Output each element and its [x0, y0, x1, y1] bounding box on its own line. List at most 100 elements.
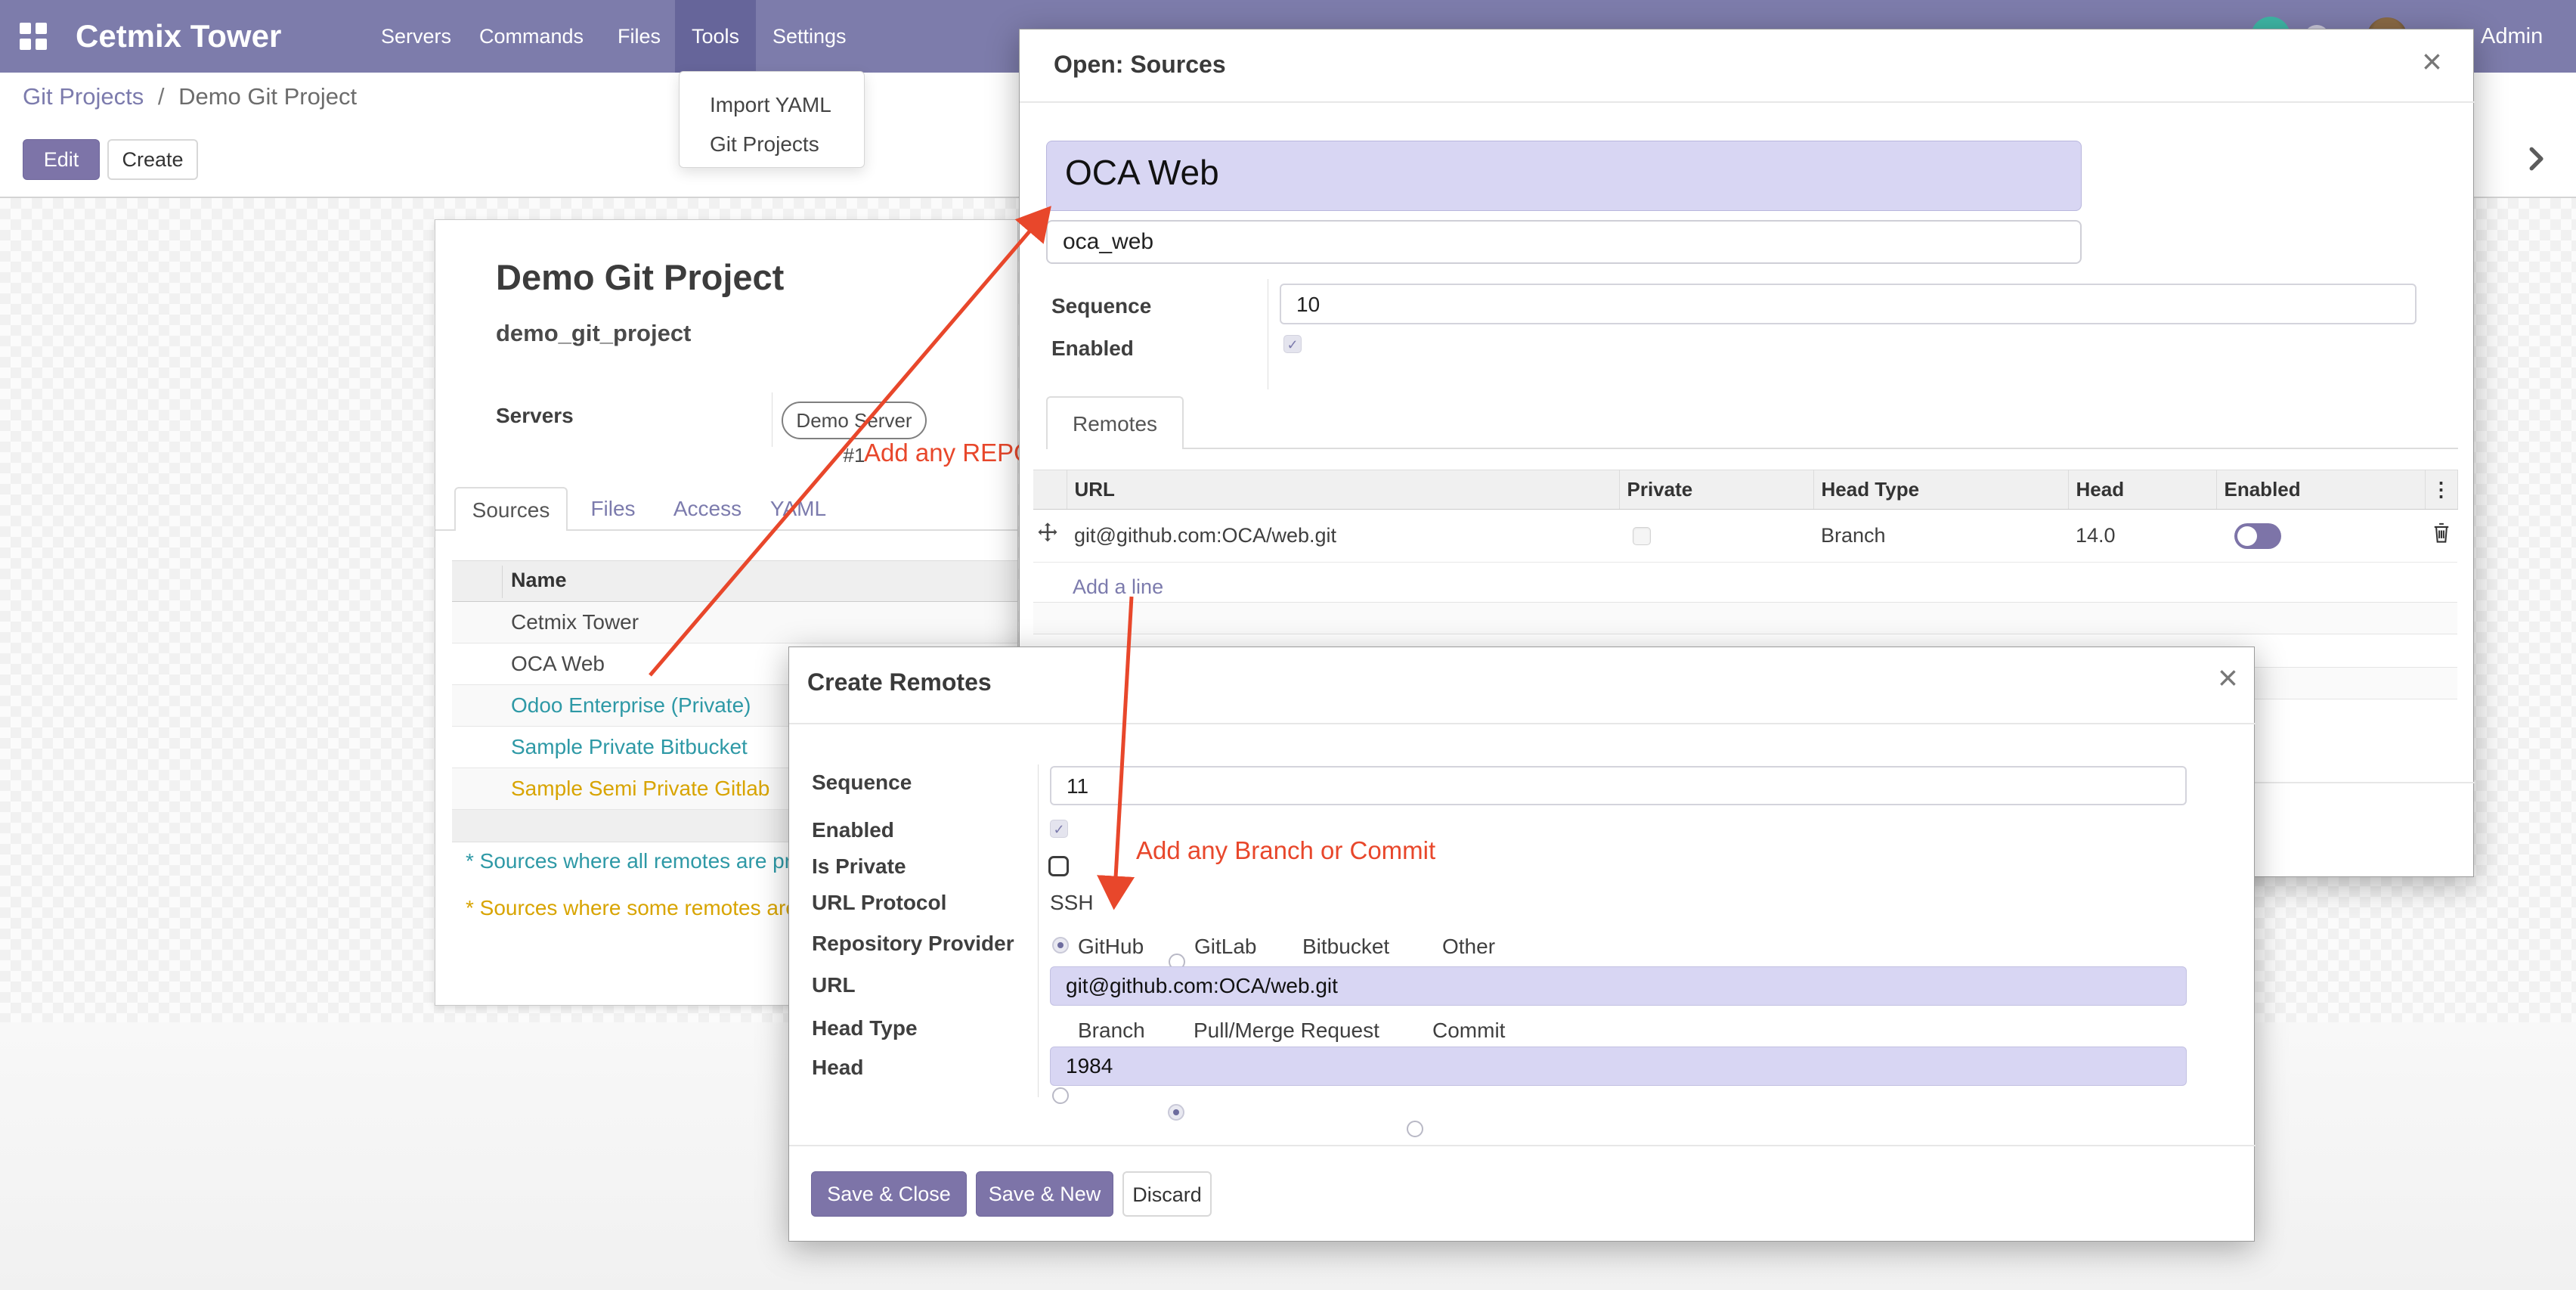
empty-table-stripe — [1033, 602, 2457, 634]
url-protocol-value[interactable]: SSH — [1050, 891, 1094, 914]
sequence-input[interactable]: 11 — [1050, 766, 2187, 805]
radio-github[interactable] — [1052, 937, 1069, 954]
nav-item-files[interactable]: Files — [618, 25, 661, 48]
save-and-new-button[interactable]: Save & New — [976, 1171, 1113, 1217]
tab-access[interactable]: Access — [673, 497, 742, 520]
column-header-url[interactable]: URL — [1067, 470, 1620, 510]
project-code: demo_git_project — [496, 320, 692, 346]
brand-title[interactable]: Cetmix Tower — [76, 18, 282, 54]
modal-header-divider — [1020, 101, 2475, 103]
head-input[interactable]: 1984 — [1050, 1047, 2187, 1086]
save-and-close-button[interactable]: Save & Close — [811, 1171, 967, 1217]
enabled-checkbox[interactable]: ✓ — [1050, 820, 1068, 838]
tools-dropdown-menu: Import YAML Git Projects — [679, 71, 865, 168]
is-private-checkbox[interactable] — [1048, 856, 1069, 876]
table-row[interactable]: OCA Web — [452, 643, 1017, 685]
sources-table-header: Name — [452, 560, 1017, 602]
radio-pull-merge-request[interactable] — [1168, 1104, 1184, 1121]
create-remotes-modal: Create Remotes × Sequence Enabled Is Pri… — [788, 647, 2256, 1242]
url-input[interactable]: git@github.com:OCA/web.git — [1050, 966, 2187, 1006]
radio-github-label[interactable]: GitHub — [1078, 935, 1144, 958]
field-separator — [1038, 764, 1039, 1097]
column-separator — [502, 566, 503, 598]
radio-other-label[interactable]: Other — [1442, 935, 1496, 958]
add-a-line-link[interactable]: Add a line — [1073, 575, 1164, 598]
nav-item-settings[interactable]: Settings — [772, 25, 847, 48]
create-button[interactable]: Create — [107, 139, 198, 180]
discard-button[interactable]: Discard — [1122, 1171, 1212, 1217]
apps-grid-icon[interactable] — [20, 23, 47, 50]
remotes-header-row: URL Private Head Type Head Enabled ⋮ — [1033, 470, 2458, 510]
breadcrumb-git-projects[interactable]: Git Projects — [23, 83, 144, 110]
source-name[interactable]: Sample Private Bitbucket — [511, 735, 748, 758]
trash-icon[interactable] — [2431, 522, 2452, 544]
project-title: Demo Git Project — [496, 257, 785, 297]
radio-pull-merge-request-label[interactable]: Pull/Merge Request — [1194, 1019, 1379, 1042]
source-name[interactable]: OCA Web — [511, 652, 605, 675]
enabled-label: Enabled — [812, 818, 894, 842]
menu-item-import-yaml[interactable]: Import YAML — [710, 93, 831, 116]
modal-footer-divider — [789, 1145, 2256, 1146]
source-name[interactable]: Odoo Enterprise (Private) — [511, 693, 751, 717]
nav-item-servers[interactable]: Servers — [381, 25, 452, 48]
enabled-toggle[interactable] — [2234, 523, 2281, 549]
enabled-label: Enabled — [1051, 336, 1134, 360]
tab-sources[interactable]: Sources — [454, 487, 568, 531]
column-header-private[interactable]: Private — [1619, 470, 1814, 510]
remote-enabled-cell — [2216, 509, 2425, 563]
tab-bar-line — [1046, 448, 2458, 449]
radio-branch-label[interactable]: Branch — [1078, 1019, 1145, 1042]
repository-provider-label: Repository Provider — [812, 932, 1014, 955]
radio-bitbucket-label[interactable]: Bitbucket — [1302, 935, 1390, 958]
column-header-enabled[interactable]: Enabled — [2216, 470, 2426, 510]
source-name-input[interactable]: OCA Web — [1046, 141, 2082, 211]
radio-commit-label[interactable]: Commit — [1432, 1019, 1506, 1042]
remote-row: git@github.com:OCA/web.git Branch 14.0 — [1033, 509, 2457, 563]
edit-button[interactable]: Edit — [23, 139, 100, 180]
radio-branch[interactable] — [1052, 1087, 1069, 1104]
chevron-right-icon[interactable] — [2521, 144, 2550, 173]
tab-yaml[interactable]: YAML — [769, 497, 827, 520]
user-menu-label[interactable]: Admin — [2481, 24, 2543, 48]
tab-remotes[interactable]: Remotes — [1046, 396, 1184, 449]
drag-handle-icon[interactable] — [1033, 509, 1067, 563]
nav-item-tools[interactable]: Tools — [675, 0, 756, 73]
breadcrumb-current: Demo Git Project — [178, 83, 358, 110]
remote-head-cell[interactable]: 14.0 — [2068, 509, 2216, 563]
nav-item-commands[interactable]: Commands — [479, 25, 584, 48]
server-tag[interactable]: Demo Server #1 — [782, 402, 927, 467]
remote-url-cell[interactable]: git@github.com:OCA/web.git — [1067, 509, 1619, 563]
sequence-input[interactable]: 10 — [1280, 284, 2417, 324]
source-code-input[interactable]: oca_web — [1046, 220, 2082, 264]
private-checkbox[interactable] — [1633, 526, 1651, 545]
remotes-table: URL Private Head Type Head Enabled ⋮ git… — [1033, 470, 2458, 563]
menu-item-git-projects[interactable]: Git Projects — [710, 132, 819, 156]
table-row[interactable]: Sample Private Bitbucket — [452, 727, 1017, 768]
radio-gitlab-label[interactable]: GitLab — [1194, 935, 1257, 958]
kebab-icon[interactable]: ⋮ — [2425, 470, 2458, 510]
radio-commit[interactable] — [1407, 1121, 1423, 1137]
close-icon[interactable]: × — [2218, 658, 2238, 697]
enabled-checkbox[interactable]: ✓ — [1283, 335, 1302, 353]
modal-title: Create Remotes — [807, 668, 992, 696]
column-header-head[interactable]: Head — [2068, 470, 2217, 510]
breadcrumb: Git Projects / Demo Git Project — [23, 83, 357, 110]
remote-head-type-cell[interactable]: Branch — [1813, 509, 2068, 563]
close-icon[interactable]: × — [2422, 42, 2442, 81]
tab-files[interactable]: Files — [590, 497, 636, 520]
url-label: URL — [812, 973, 856, 997]
annotation-add-any-repo: Add any REPO — [864, 439, 1033, 467]
sequence-label: Sequence — [1051, 294, 1152, 318]
modal-title: Open: Sources — [1054, 51, 1226, 78]
source-name[interactable]: Sample Semi Private Gitlab — [511, 777, 770, 800]
footnote-private-sources: * Sources where all remotes are pri — [466, 849, 797, 873]
is-private-label: Is Private — [812, 854, 906, 878]
modal-header-divider — [789, 723, 2256, 724]
delete-cell — [2425, 509, 2457, 563]
column-header-head-type[interactable]: Head Type — [1813, 470, 2069, 510]
source-name[interactable]: Cetmix Tower — [511, 610, 639, 634]
head-label: Head — [812, 1056, 864, 1079]
table-row[interactable]: Cetmix Tower — [452, 602, 1017, 643]
footnote-semi-private-sources: * Sources where some remotes are — [466, 896, 797, 919]
